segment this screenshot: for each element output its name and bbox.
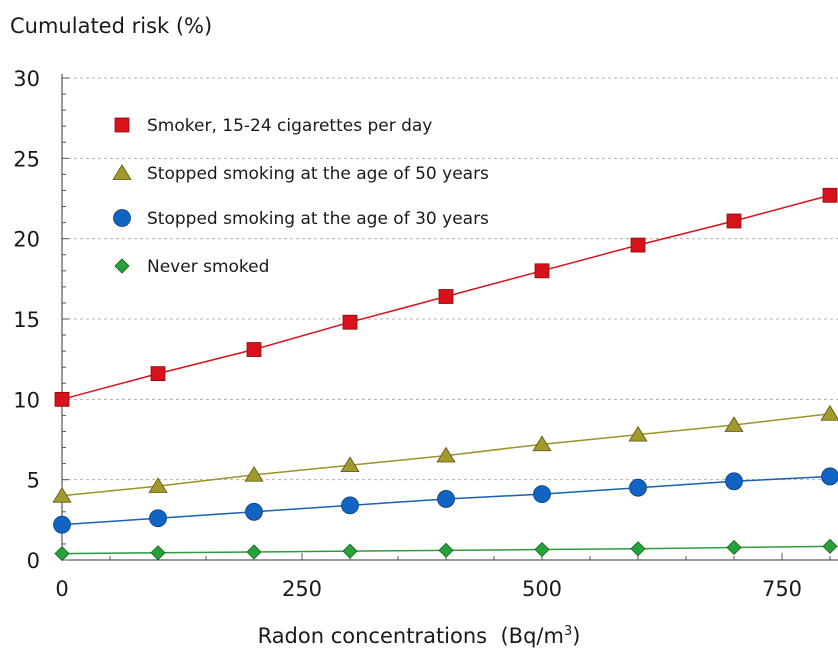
legend-label: Never smoked xyxy=(147,257,269,277)
data-point-square xyxy=(630,237,646,253)
legend-label: Smoker, 15-24 cigarettes per day xyxy=(147,116,432,136)
series-layer xyxy=(52,187,838,562)
data-point-circle xyxy=(149,509,167,528)
data-point-square xyxy=(54,391,70,407)
data-point-square xyxy=(150,366,166,382)
x-tick-label: 0 xyxy=(55,577,68,601)
data-point-diamond xyxy=(822,538,838,554)
data-point-circle xyxy=(533,485,551,504)
legend-marker-square xyxy=(114,117,130,133)
data-point-triangle xyxy=(724,416,744,432)
data-point-triangle xyxy=(340,456,360,473)
data-point-square xyxy=(342,314,358,330)
y-tick-label: 30 xyxy=(13,67,40,91)
x-tick-label: 750 xyxy=(762,577,802,601)
data-point-diamond xyxy=(246,544,262,560)
data-point-triangle xyxy=(148,477,168,493)
data-point-circle xyxy=(245,502,263,521)
legend-label: Stopped smoking at the age of 30 years xyxy=(147,209,489,229)
data-point-circle xyxy=(725,472,743,491)
y-tick-label: 5 xyxy=(27,469,40,493)
legend-marker-triangle xyxy=(112,164,132,180)
y-tick-label: 0 xyxy=(27,549,40,573)
data-point-circle xyxy=(629,478,647,497)
data-point-circle xyxy=(53,515,71,534)
data-point-triangle xyxy=(52,486,72,503)
data-point-circle xyxy=(341,496,359,515)
data-point-diamond xyxy=(150,545,166,561)
y-tick-label: 15 xyxy=(13,308,40,332)
data-point-square xyxy=(726,213,742,229)
legend: Smoker, 15-24 cigarettes per day Stopped … xyxy=(112,116,489,277)
y-axis-title: Cumulated risk (%) xyxy=(10,14,213,38)
data-point-circle xyxy=(437,490,455,508)
data-point-square xyxy=(438,289,454,304)
x-axis-unit-suffix: ) xyxy=(572,624,581,648)
data-point-triangle xyxy=(244,466,264,482)
axes: 0 5 10 15 20 25 30 0 250 500 750 xyxy=(13,67,838,601)
data-point-diamond xyxy=(630,541,646,557)
data-point-diamond xyxy=(438,542,454,558)
data-point-diamond xyxy=(342,543,358,559)
legend-label: Stopped smoking at the age of 50 years xyxy=(147,164,489,184)
legend-marker-circle xyxy=(113,209,131,227)
data-point-triangle xyxy=(820,404,838,421)
legend-marker-diamond xyxy=(114,258,130,274)
data-point-circle xyxy=(821,467,838,486)
x-axis-title-text: Radon concentrations xyxy=(257,624,488,648)
data-point-diamond xyxy=(726,539,742,556)
data-point-triangle xyxy=(628,425,648,442)
y-tick-label: 20 xyxy=(13,228,40,252)
x-tick-label: 250 xyxy=(282,577,322,601)
x-axis-unit-superscript: 3 xyxy=(563,624,573,639)
x-tick-label: 500 xyxy=(522,577,562,601)
data-point-diamond xyxy=(54,546,70,562)
data-point-square xyxy=(534,263,550,279)
data-point-triangle xyxy=(436,446,456,463)
data-point-square xyxy=(822,187,838,203)
y-tick-label: 10 xyxy=(13,388,40,412)
data-point-triangle xyxy=(532,435,552,452)
data-point-diamond xyxy=(534,541,550,558)
x-axis-unit-prefix: (Bq/m xyxy=(500,624,564,648)
x-axis-title: Radon concentrations (Bq/m3) xyxy=(0,624,838,648)
y-tick-label: 25 xyxy=(13,147,40,171)
grid-lines xyxy=(62,77,838,481)
data-point-square xyxy=(246,342,262,357)
